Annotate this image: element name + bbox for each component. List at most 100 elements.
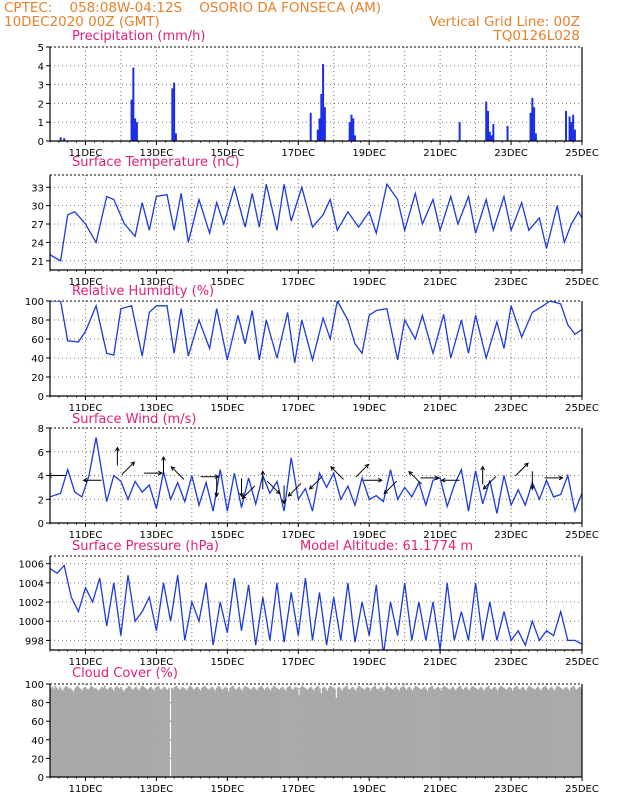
wind-arrow-head — [482, 484, 488, 490]
precip-bar — [59, 137, 62, 141]
y-tick-label: 0 — [38, 519, 44, 530]
cloud-bar — [426, 690, 429, 777]
x-tick-label: 11DEC — [69, 277, 103, 288]
precip-bar — [171, 88, 174, 141]
series-line — [50, 437, 582, 514]
cloud-bar — [463, 687, 466, 777]
cloud-bar — [280, 687, 282, 777]
cloud-bar — [57, 689, 60, 777]
cloud-bar — [330, 686, 333, 777]
precip-bar — [173, 82, 176, 141]
cloud-bar — [487, 685, 490, 777]
cloud-bar — [462, 689, 465, 777]
wind-arrow-head — [161, 455, 166, 461]
x-tick-label: 21DEC — [423, 277, 457, 288]
cloud-bar — [177, 687, 179, 777]
x-tick-label: 19DEC — [352, 530, 386, 541]
cloud-bar — [70, 689, 73, 777]
cloud-bar — [547, 689, 550, 777]
y-tick-label: 2 — [38, 99, 44, 110]
cloud-bar — [398, 690, 401, 777]
wind-arrow-head — [214, 474, 220, 480]
wind-arrow-shaft — [408, 471, 422, 485]
cloud-bar — [531, 687, 534, 777]
cloud-bar — [404, 688, 407, 777]
cloud-bar — [471, 685, 474, 777]
cloud-bar — [305, 688, 308, 777]
cloud-bar — [73, 688, 76, 777]
x-tick-label: 13DEC — [140, 403, 174, 414]
wind-arrow-shaft — [330, 466, 344, 480]
cloud-bar — [79, 688, 82, 777]
cloud-bar — [387, 686, 390, 777]
cloud-bar — [561, 688, 563, 777]
cloud-title: Cloud Cover (%) — [72, 666, 178, 681]
cloud-bar — [242, 687, 245, 777]
cloud-bar — [100, 686, 103, 777]
cloud-bar — [136, 688, 139, 777]
cloud-bar — [172, 688, 175, 777]
cloud-bar — [226, 688, 229, 777]
cloud-bar — [541, 687, 544, 777]
cloud-bar — [105, 688, 108, 777]
cloud-bar — [502, 687, 505, 777]
cloud-bar — [324, 688, 327, 777]
cloud-bar — [443, 685, 445, 777]
cloud-bar — [220, 688, 223, 777]
y-tick-label: 100 — [25, 297, 44, 308]
cloud-bar — [514, 686, 517, 777]
cloud-bar — [507, 687, 510, 777]
cloud-bar — [67, 688, 70, 777]
cloud-bar — [310, 686, 312, 777]
cloud-bar — [63, 687, 66, 777]
cloud-bar — [480, 686, 483, 777]
cloud-bar — [390, 688, 393, 777]
x-tick-label: 25DEC — [565, 277, 599, 288]
cloud-bar — [475, 688, 478, 777]
cloud-bar — [357, 685, 360, 777]
x-tick-label: 15DEC — [210, 277, 244, 288]
y-tick-label: 6 — [38, 448, 44, 459]
cloud-bar — [289, 685, 291, 777]
wind-title: Surface Wind (m/s) — [72, 412, 197, 427]
cloud-bar — [441, 687, 444, 777]
cloud-bar — [313, 690, 315, 777]
cloud-bar — [392, 689, 395, 777]
x-tick-label: 25DEC — [565, 148, 599, 159]
cloud-bar — [183, 687, 185, 777]
cloud-bar — [106, 689, 109, 777]
series-line — [50, 301, 582, 363]
cloud-bar — [417, 687, 420, 777]
cloud-bar — [235, 689, 238, 777]
cloud-bar — [416, 686, 418, 777]
cloud-bar — [142, 686, 145, 777]
cloud-bar — [208, 689, 211, 777]
cloud-bar — [356, 687, 359, 777]
cloud-bar — [304, 687, 306, 777]
x-tick-label: 25DEC — [565, 403, 599, 414]
cloud-bar — [405, 689, 408, 777]
cloud-bar — [165, 688, 167, 777]
plot-area-0 — [59, 63, 576, 141]
y-tick-label: 20 — [31, 754, 44, 765]
wind-arrow-shaft — [241, 485, 256, 499]
cloud-bar — [520, 687, 523, 777]
cloud-bar — [478, 687, 481, 777]
x-tick-label: 11DEC — [69, 403, 103, 414]
x-tick-label: 21DEC — [423, 530, 457, 541]
cloud-bar — [168, 687, 170, 777]
cloud-bar — [250, 689, 253, 777]
cloud-bar — [64, 685, 67, 777]
cloud-bar — [351, 686, 354, 777]
cloud-bar — [244, 685, 247, 777]
x-tick-label: 15DEC — [210, 403, 244, 414]
cloud-bar — [434, 689, 436, 777]
cloud-bar — [504, 688, 507, 777]
cloud-bar — [399, 687, 402, 777]
pressure-title: Surface Pressure (hPa) — [72, 539, 219, 554]
x-tick-label: 21DEC — [423, 148, 457, 159]
y-tick-label: 0 — [38, 392, 44, 403]
plot-area-3 — [50, 437, 582, 514]
wind-arrow-head — [330, 466, 335, 471]
wind-arrow-head — [480, 465, 486, 471]
